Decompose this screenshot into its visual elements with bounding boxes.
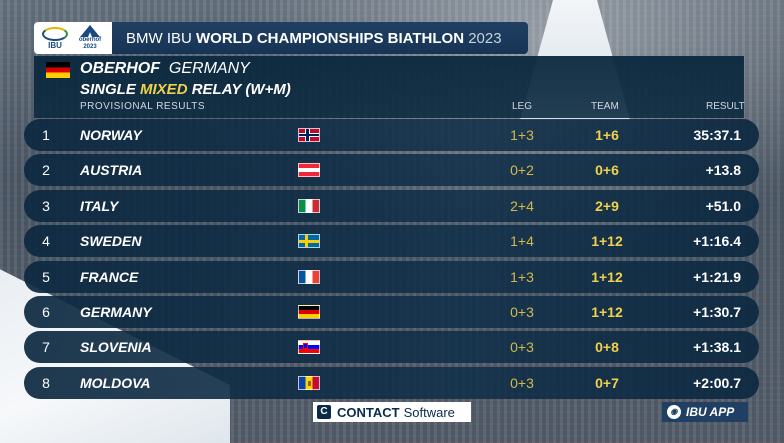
leg-column-header: LEG: [512, 101, 533, 112]
nation-cell: MOLDOVA: [80, 374, 151, 391]
championship-title: BMW IBU WORLD CHAMPIONSHIPS BIATHLON 202…: [126, 29, 502, 47]
austria-flag-icon: [298, 163, 320, 178]
table-row: 3 ITALY 2+4 2+9 +51.0: [24, 189, 759, 222]
ibu-logo-icon: [42, 26, 68, 41]
table-row: 5 FRANCE 1+3 1+12 +1:21.9: [24, 260, 759, 293]
result-column-header: RESULT: [706, 101, 745, 112]
italy-flag-icon: [298, 198, 320, 213]
logo-box: IBU oberhof 2023: [34, 22, 112, 54]
results-table: 1 NORWAY 1+3 1+6 35:37.1 2 AUSTRIA 0+2 0+6 +13.8 3…: [24, 119, 759, 402]
nation-cell: NORWAY: [80, 127, 142, 143]
rank-cell: 2: [42, 162, 50, 179]
leg-penalty-cell: 0+3: [510, 339, 534, 356]
table-row: 1 NORWAY 1+3 1+6 35:37.1: [24, 119, 759, 151]
nation-cell: ITALY: [80, 197, 119, 214]
leg-penalty-cell: 1+3: [510, 127, 534, 143]
team-penalty-cell: 2+9: [595, 197, 619, 214]
team-penalty-cell: 1+12: [591, 303, 623, 320]
nation-cell: SLOVENIA: [80, 339, 152, 356]
team-penalty-cell: 1+6: [595, 127, 619, 143]
result-time-cell: +1:30.7: [693, 303, 741, 320]
rank-cell: 4: [42, 233, 50, 250]
event-name: SINGLE MIXED RELAY (W+M): [80, 81, 291, 98]
leg-penalty-cell: 1+3: [510, 268, 534, 285]
venue: OBERHOF GERMANY: [80, 60, 250, 77]
germany-flag-icon: [46, 62, 70, 78]
result-time-cell: 35:37.1: [693, 127, 741, 143]
leg-penalty-cell: 1+4: [510, 233, 534, 250]
table-row: 8 MOLDOVA 0+3 0+7 +2:00.7: [24, 366, 759, 399]
team-column-header: TEAM: [591, 101, 619, 112]
table-row: 7 SLOVENIA 0+3 0+8 +1:38.1: [24, 331, 759, 364]
team-penalty-cell: 0+6: [595, 162, 619, 179]
leg-penalty-cell: 0+3: [510, 303, 534, 320]
provisional-results-label: PROVISIONAL RESULTS: [80, 101, 206, 112]
nation-cell: FRANCE: [80, 268, 139, 285]
contact-logo-icon: C: [317, 405, 331, 419]
sweden-flag-icon: [298, 234, 320, 249]
rank-cell: 8: [42, 374, 50, 391]
nation-cell: SWEDEN: [80, 233, 142, 250]
team-penalty-cell: 1+12: [591, 268, 623, 285]
result-time-cell: +2:00.7: [693, 374, 741, 391]
team-penalty-cell: 0+7: [595, 374, 619, 391]
ibu-app-icon: ◉: [667, 405, 681, 419]
ibu-logo: IBU: [39, 26, 71, 50]
france-flag-icon: [298, 269, 320, 284]
leg-penalty-cell: 2+4: [510, 197, 534, 214]
slovenia-flag-icon: [298, 340, 320, 355]
rank-cell: 5: [42, 268, 50, 285]
event-info-panel: OBERHOF GERMANY SINGLE MIXED RELAY (W+M)…: [34, 56, 745, 118]
table-row: 4 SWEDEN 1+4 1+12 +1:16.4: [24, 225, 759, 258]
moldova-flag-icon: [298, 375, 320, 390]
norway-flag-icon: [298, 128, 320, 142]
oberhof-logo: oberhof 2023: [73, 25, 107, 51]
result-time-cell: +1:16.4: [693, 233, 741, 250]
ibu-app-sponsor: ◉ IBU APP: [662, 402, 748, 422]
team-penalty-cell: 1+12: [591, 233, 623, 250]
rank-cell: 1: [42, 127, 50, 143]
result-time-cell: +51.0: [705, 197, 741, 214]
table-row: 6 GERMANY 0+3 1+12 +1:30.7: [24, 295, 759, 328]
leg-penalty-cell: 0+3: [510, 374, 534, 391]
rank-cell: 6: [42, 303, 50, 320]
team-penalty-cell: 0+8: [595, 339, 619, 356]
contact-software-sponsor: C CONTACT Software: [313, 402, 471, 422]
nation-cell: AUSTRIA: [80, 162, 143, 179]
result-time-cell: +13.8: [705, 162, 741, 179]
result-time-cell: +1:38.1: [693, 339, 741, 356]
nation-cell: GERMANY: [80, 303, 152, 320]
rank-cell: 7: [42, 339, 50, 356]
leg-penalty-cell: 0+2: [510, 162, 534, 179]
oberhof-logo-icon: [80, 25, 100, 37]
result-time-cell: +1:21.9: [693, 268, 741, 285]
rank-cell: 3: [42, 197, 50, 214]
table-row: 2 AUSTRIA 0+2 0+6 +13.8: [24, 154, 759, 187]
broadcast-title-bar: IBU oberhof 2023 BMW IBU WORLD CHAMPIONS…: [34, 22, 528, 54]
germany-flag-icon: [298, 304, 320, 319]
